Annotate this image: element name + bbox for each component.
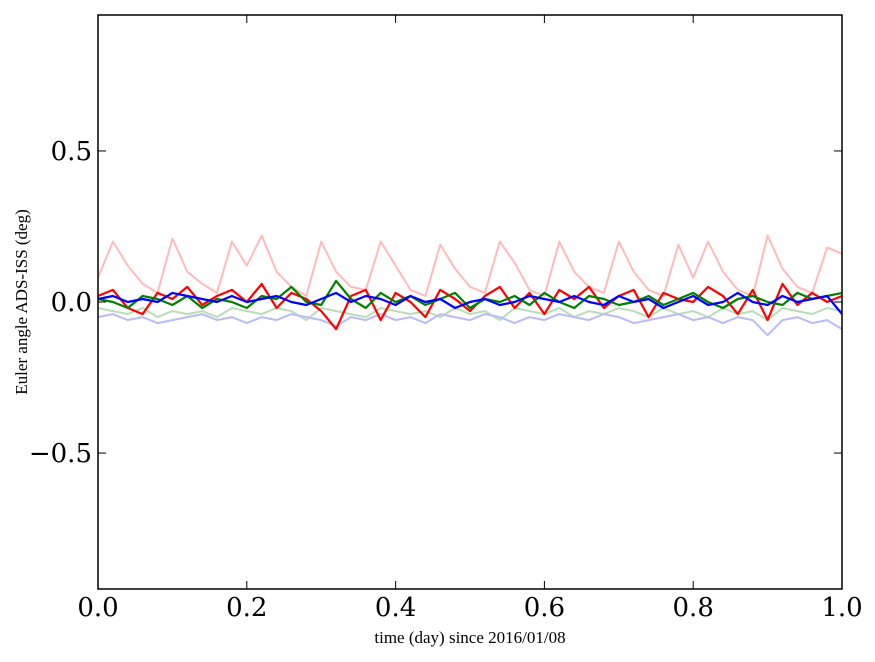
plot-frame [97, 14, 843, 590]
y-tick-label-0: −0.5 [29, 439, 92, 469]
y-tick-label-1: 0.0 [51, 288, 92, 318]
series-line-2 [97, 313, 843, 337]
series-layer [97, 234, 843, 337]
series-line-0 [97, 234, 843, 297]
tick-layer: 0.0 0.2 0.4 0.6 0.8 1.0 −0.5 0.0 0.5 [29, 15, 863, 623]
x-tick-label-0: 0.0 [77, 593, 118, 623]
x-tick-label-5: 1.0 [821, 593, 862, 623]
series-line-1 [97, 307, 843, 322]
y-axis-label: Euler angle ADS-ISS (deg) [12, 209, 31, 395]
y-tick-label-2: 0.5 [51, 137, 92, 167]
x-tick-label-2: 0.4 [375, 593, 416, 623]
x-tick-label-1: 0.2 [226, 593, 267, 623]
series-line-5 [97, 291, 843, 315]
x-axis-label: time (day) since 2016/01/08 [374, 628, 565, 647]
series-line-3 [97, 282, 843, 331]
x-tick-label-3: 0.6 [524, 593, 565, 623]
x-tick-label-4: 0.8 [673, 593, 714, 623]
